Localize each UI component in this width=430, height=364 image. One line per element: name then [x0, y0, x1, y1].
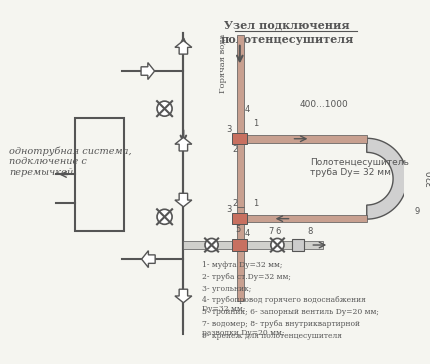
Bar: [237, 207, 243, 301]
Bar: [237, 35, 243, 137]
Text: 1: 1: [253, 198, 258, 207]
Text: 320: 320: [426, 170, 430, 187]
Text: 9: 9: [415, 207, 420, 216]
Bar: [247, 241, 322, 249]
Text: 7- водомер; 8- труба внутриквартирной
разводки Dy=20 мм;: 7- водомер; 8- труба внутриквартирной ра…: [202, 320, 360, 337]
Bar: [183, 241, 232, 249]
Bar: [292, 240, 304, 251]
Text: 400...1000: 400...1000: [299, 100, 348, 108]
Text: однотрубная система,
подключение с
перемычкой: однотрубная система, подключение с перем…: [9, 146, 132, 177]
Circle shape: [271, 238, 284, 252]
Text: 9- крепеж для полотенцесушителя: 9- крепеж для полотенцесушителя: [202, 332, 342, 340]
Text: 6: 6: [276, 227, 281, 236]
Text: 1- муфта Dy=32 мм;: 1- муфта Dy=32 мм;: [202, 261, 283, 269]
Circle shape: [157, 101, 172, 116]
Polygon shape: [175, 138, 192, 151]
Bar: [232, 240, 247, 251]
Text: 8: 8: [307, 227, 313, 236]
Polygon shape: [175, 40, 192, 54]
Text: 4: 4: [245, 106, 250, 114]
Bar: [237, 137, 243, 207]
Polygon shape: [141, 63, 155, 79]
Text: Узел подключения
полотенцесушителя: Узел подключения полотенцесушителя: [220, 19, 353, 45]
Text: 4- трубопровод горячего водоснабжения
Dy=32 мм;: 4- трубопровод горячего водоснабжения Dy…: [202, 296, 366, 313]
Polygon shape: [141, 251, 155, 268]
Text: 3- угольник;: 3- угольник;: [202, 285, 252, 293]
Bar: [75, 118, 124, 231]
Text: 7: 7: [268, 227, 273, 236]
Text: Полотенцесушитель
труба Dy= 32 мм: Полотенцесушитель труба Dy= 32 мм: [310, 158, 409, 177]
Text: 3: 3: [227, 205, 232, 214]
Circle shape: [205, 238, 218, 252]
Bar: [247, 135, 367, 142]
Text: 2: 2: [232, 198, 237, 207]
Text: 2: 2: [232, 145, 237, 154]
PathPatch shape: [367, 138, 407, 219]
Text: 2- труба ст.Dy=32 мм;: 2- труба ст.Dy=32 мм;: [202, 273, 291, 281]
Bar: [232, 213, 247, 224]
Text: 5- тройник; 6- запорный вентиль Dy=20 мм;: 5- тройник; 6- запорный вентиль Dy=20 мм…: [202, 308, 379, 316]
Text: 1: 1: [253, 119, 258, 127]
Text: Горячая вода: Горячая вода: [219, 33, 227, 93]
Polygon shape: [175, 193, 192, 207]
Bar: [247, 215, 367, 222]
Text: 3: 3: [227, 125, 232, 134]
Circle shape: [157, 209, 172, 224]
Text: 5: 5: [235, 225, 240, 234]
Polygon shape: [175, 289, 192, 303]
Text: 4: 4: [245, 229, 250, 238]
Bar: [232, 133, 247, 145]
